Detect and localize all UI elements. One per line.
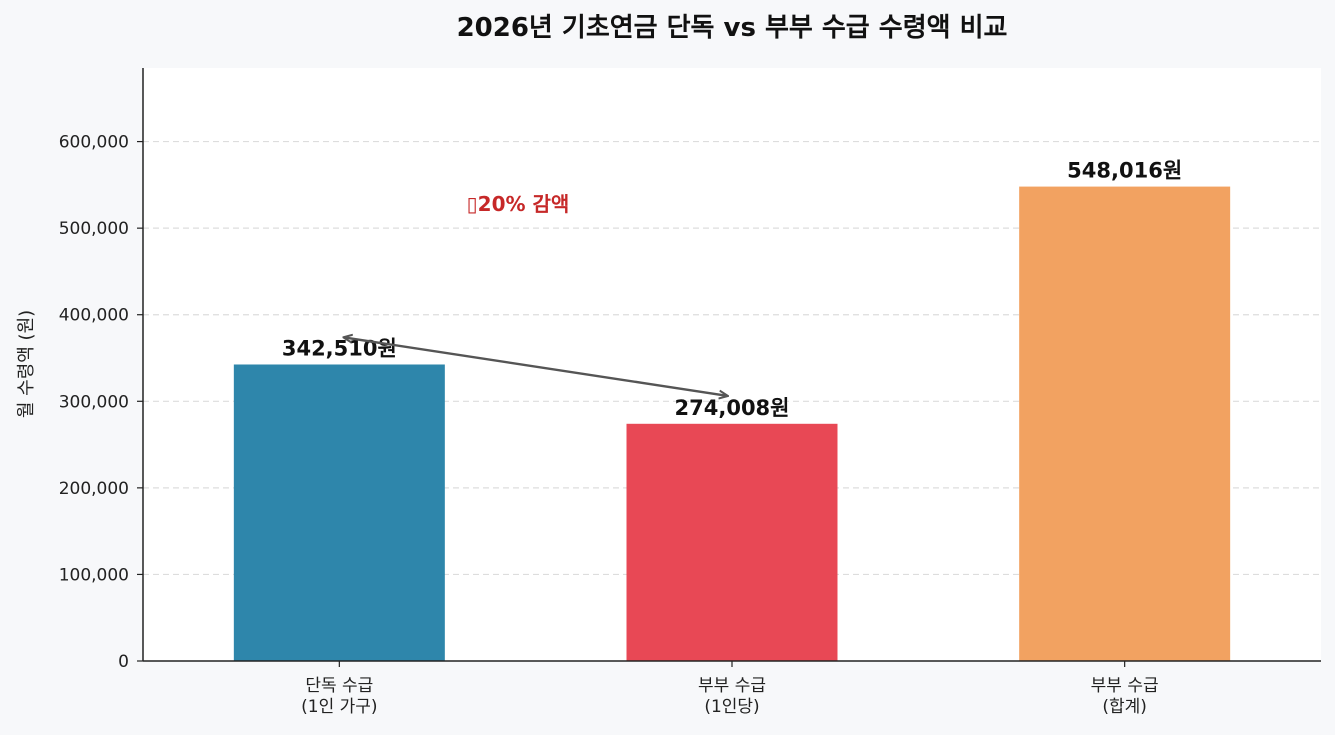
y-tick-label: 400,000 [59, 306, 129, 326]
x-tick-label: 부부 수급 [698, 676, 766, 696]
y-tick-label: 0 [118, 652, 129, 672]
chart-title: 2026년 기초연금 단독 vs 부부 수급 수령액 비교 [457, 13, 1008, 43]
x-tick-label: (1인 가구) [301, 697, 377, 717]
bar [233, 364, 445, 661]
data-label: 342,510원 [282, 336, 397, 360]
y-tick-label: 600,000 [59, 133, 129, 153]
annotation-arrow [344, 337, 727, 395]
x-tick-label: (합계) [1102, 697, 1147, 717]
y-tick-label: 100,000 [59, 565, 129, 585]
x-tick-label: 단독 수급 [305, 676, 373, 696]
bar [626, 423, 838, 661]
x-tick-label: (1인당) [704, 697, 759, 717]
y-tick-label: 300,000 [59, 392, 129, 412]
data-label: 274,008원 [675, 396, 790, 420]
x-tick-label: 부부 수급 [1091, 676, 1159, 696]
y-axis-label: 월 수령액 (원) [16, 310, 37, 418]
y-tick-label: 500,000 [59, 219, 129, 239]
data-label: 548,016원 [1067, 159, 1182, 183]
y-tick-label: 200,000 [59, 479, 129, 499]
bar [1019, 186, 1231, 661]
annotation-text: ▯20% 감액 [467, 192, 570, 216]
